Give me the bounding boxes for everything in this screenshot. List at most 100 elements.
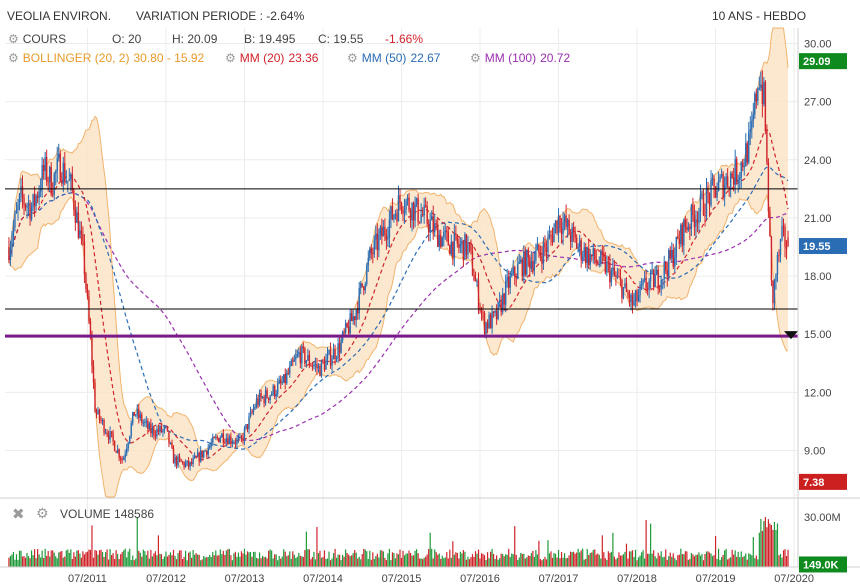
candle-body [523,251,525,277]
volume-bar [702,560,705,567]
volume-bar [758,532,760,567]
candle-body [127,442,129,449]
volume-bar [705,551,708,567]
legend-high: H: 20.09 [172,32,218,46]
volume-bar [471,554,474,567]
volume-bar [415,549,418,567]
volume-bar [366,551,368,567]
x-tick-label: 07/2016 [460,573,500,585]
gear-icon[interactable]: ⚙ [225,51,236,65]
legend-bollinger[interactable]: ⚙ BOLLINGER (20, 2) 30.80 - 15.92 [8,51,204,65]
candle-body [530,261,533,269]
volume-bar [252,551,255,567]
volume-bar [426,554,428,567]
high-badge: 29.09 [803,56,831,68]
candle-body [645,277,647,289]
volume-bar [665,549,667,567]
volume-bar [195,553,197,567]
volume-bar [212,551,214,567]
volume-bar [600,558,602,567]
candle-body [755,93,758,102]
candle-body [181,461,184,463]
volume-bar [227,549,229,567]
gear-icon[interactable]: ⚙ [8,51,19,65]
candle-body [443,231,445,238]
volume-bar [563,553,566,567]
volume-bar [209,554,211,567]
volume-bar [651,553,653,567]
candle-body [347,326,350,334]
candle-body [488,314,490,329]
volume-bar [47,550,49,567]
volume-bar [447,558,449,567]
candle-body [446,230,448,233]
candle-body [141,414,143,423]
candle-body [12,227,15,240]
candle-body [41,165,43,190]
volume-bar [419,558,421,567]
volume-bar [550,551,552,567]
candle-body [672,249,674,267]
candle-body [749,129,751,133]
volume-bar [743,555,745,567]
volume-bar [500,553,502,567]
gear-icon[interactable]: ⚙ [8,32,19,46]
candle-body [616,276,619,278]
legend-mm100[interactable]: ⚙ MM (100) 20.72 [470,51,570,65]
candle-body [193,456,196,459]
volume-bar [245,554,247,567]
candle-body [687,226,690,230]
candle-body [154,435,157,437]
volume-bar [745,553,747,567]
volume-bar [236,556,238,567]
volume-bar [82,551,84,567]
volume-bar [33,549,36,567]
candle-body [536,244,539,251]
volume-bar [233,553,235,567]
candle-body [65,181,68,183]
candle-body [180,459,182,462]
candle-body [732,177,735,185]
candle-body [720,174,723,177]
y-tick-label: 15.00 [804,329,832,341]
close-icon[interactable]: ✖ [12,506,25,523]
candle-body [186,460,188,464]
legend-mm50[interactable]: ⚙ MM (50) 22.67 [347,51,440,65]
volume-bar [21,556,24,567]
candle-body [36,195,39,198]
volume-bar [462,550,465,567]
volume-bar [686,551,688,567]
gear-icon[interactable]: ⚙ [36,505,49,521]
x-tick-label: 07/2014 [303,573,343,585]
candle-body [615,274,617,277]
y-tick-label: 9.00 [804,445,825,457]
volume-bar [409,552,412,567]
candle-body [215,437,217,439]
volume-bar [14,559,16,567]
volume-bar [91,525,93,567]
candle-body [287,373,289,375]
volume-bar [284,551,286,567]
candle-body [489,314,492,329]
volume-bar [485,560,487,567]
candle-body [344,323,347,333]
candle-body [175,457,178,466]
legend-cours: COURS [22,32,67,46]
candle-body [145,420,148,423]
volume-bar [378,557,380,567]
candle-body [20,186,22,195]
x-tick-label: 07/2013 [225,573,265,585]
vertical-gridlines [86,28,795,567]
gear-icon[interactable]: ⚙ [347,51,358,65]
gear-icon[interactable]: ⚙ [470,51,481,65]
volume-bar [138,550,140,567]
period-selector[interactable]: 10 ANS - HEBDO [712,9,807,23]
candle-body [210,443,212,446]
candle-body [415,198,418,205]
volume-bar [145,555,147,567]
candle-body [130,423,132,437]
candle-body [748,132,750,163]
candle-body [406,197,409,201]
candle-body [588,247,590,265]
legend-mm20[interactable]: ⚙ MM (20) 23.36 [225,51,318,65]
